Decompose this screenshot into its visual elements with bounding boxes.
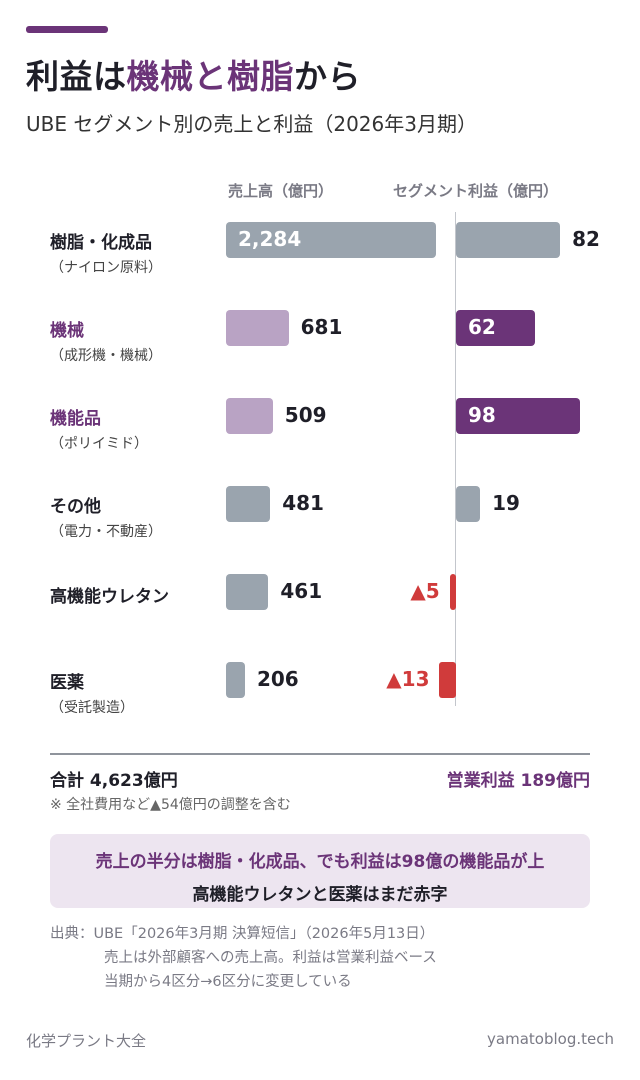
profit-bar xyxy=(456,486,481,522)
profit-value-label: 19 xyxy=(492,491,520,515)
segment-name: 高機能ウレタン xyxy=(50,587,169,607)
operating-profit: 営業利益 189億円 xyxy=(446,771,590,791)
segment-sublabel: （受託製造） xyxy=(50,700,134,716)
segment-name: 樹脂・化成品 xyxy=(50,233,152,253)
segment-sublabel: （成形機・機械） xyxy=(50,348,162,364)
page-title: 利益は機械と樹脂から xyxy=(26,50,361,98)
summary-divider xyxy=(50,753,590,755)
segment-label: 機械 （成形機・機械） xyxy=(50,316,162,365)
title-part-1: 利益は xyxy=(26,57,127,96)
sales-value-label: 461 xyxy=(280,579,323,603)
segment-name: 機能品 xyxy=(50,409,101,429)
callout-line-1: 売上の半分は樹脂・化成品、でも利益は98億の機能品が上 xyxy=(95,852,545,872)
source-line-1: 出典：UBE「2026年3月期 決算短信」（2026年5月13日） xyxy=(50,926,435,942)
sales-value-label: 206 xyxy=(256,667,299,691)
sales-value-label: 509 xyxy=(284,403,327,427)
sales-value-label: 481 xyxy=(282,491,324,515)
sales-bar xyxy=(226,662,245,698)
adjustment-note: ※ 全社費用など▲54億円の調整を含む xyxy=(50,797,291,813)
sales-column-header: 売上高（億円） xyxy=(228,182,334,200)
segment-sublabel: （ポリイミド） xyxy=(50,436,148,452)
source-line-2: 売上は外部顧客への売上高。利益は営業利益ベース xyxy=(104,950,437,966)
profit-bar xyxy=(456,398,581,434)
page-subtitle: UBE セグメント別の売上と利益（2026年3月期） xyxy=(26,112,477,136)
total-sales: 合計 4,623億円 xyxy=(50,771,178,791)
sales-bar xyxy=(226,486,271,522)
profit-value-label: 82 xyxy=(572,227,600,251)
segment-name: その他 xyxy=(50,497,101,517)
segment-label: 機能品 （ポリイミド） xyxy=(50,404,148,453)
profit-value-label: 62 xyxy=(468,315,496,339)
profit-bar xyxy=(439,662,456,698)
source-note: 出典：UBE「2026年3月期 決算短信」（2026年5月13日） 売上は外部顧… xyxy=(50,922,437,994)
profit-column-header: セグメント利益（億円） xyxy=(393,182,559,200)
segment-name: 医薬 xyxy=(50,673,84,693)
profit-zero-axis xyxy=(455,212,456,706)
profit-value-label: ▲13 xyxy=(386,667,430,691)
sales-value-label: 681 xyxy=(300,315,343,339)
segment-label: その他 （電力・不動産） xyxy=(50,492,162,541)
profit-bar xyxy=(456,222,561,258)
title-highlight: 機械と樹脂 xyxy=(126,57,294,96)
sales-value-label: 2,284 xyxy=(238,227,302,251)
accent-bar xyxy=(26,26,108,33)
profit-bar xyxy=(449,574,456,610)
footer-brand: 化学プラント大全 xyxy=(26,1032,147,1050)
callout-line-2: 高機能ウレタンと医薬はまだ赤字 xyxy=(192,885,448,905)
profit-bar xyxy=(456,310,535,346)
segment-sublabel: （ナイロン原料） xyxy=(50,260,162,276)
segment-label: 樹脂・化成品 （ナイロン原料） xyxy=(50,228,162,277)
title-part-2: から xyxy=(294,57,361,96)
segment-label: 医薬 （受託製造） xyxy=(50,668,134,717)
segment-label: 高機能ウレタン xyxy=(50,582,169,607)
footer-site: yamatoblog.tech xyxy=(487,1030,614,1048)
sales-bar xyxy=(226,398,273,434)
profit-value-label: 98 xyxy=(468,403,496,427)
segment-name: 機械 xyxy=(50,321,84,341)
source-line-3: 当期から4区分→6区分に変更している xyxy=(104,974,352,990)
profit-value-label: ▲5 xyxy=(410,579,440,603)
sales-bar xyxy=(226,310,289,346)
callout-box: 売上の半分は樹脂・化成品、でも利益は98億の機能品が上 高機能ウレタンと医薬はま… xyxy=(50,834,590,908)
sales-bar xyxy=(226,574,269,610)
sales-bar xyxy=(226,222,436,258)
segment-sublabel: （電力・不動産） xyxy=(50,524,162,540)
